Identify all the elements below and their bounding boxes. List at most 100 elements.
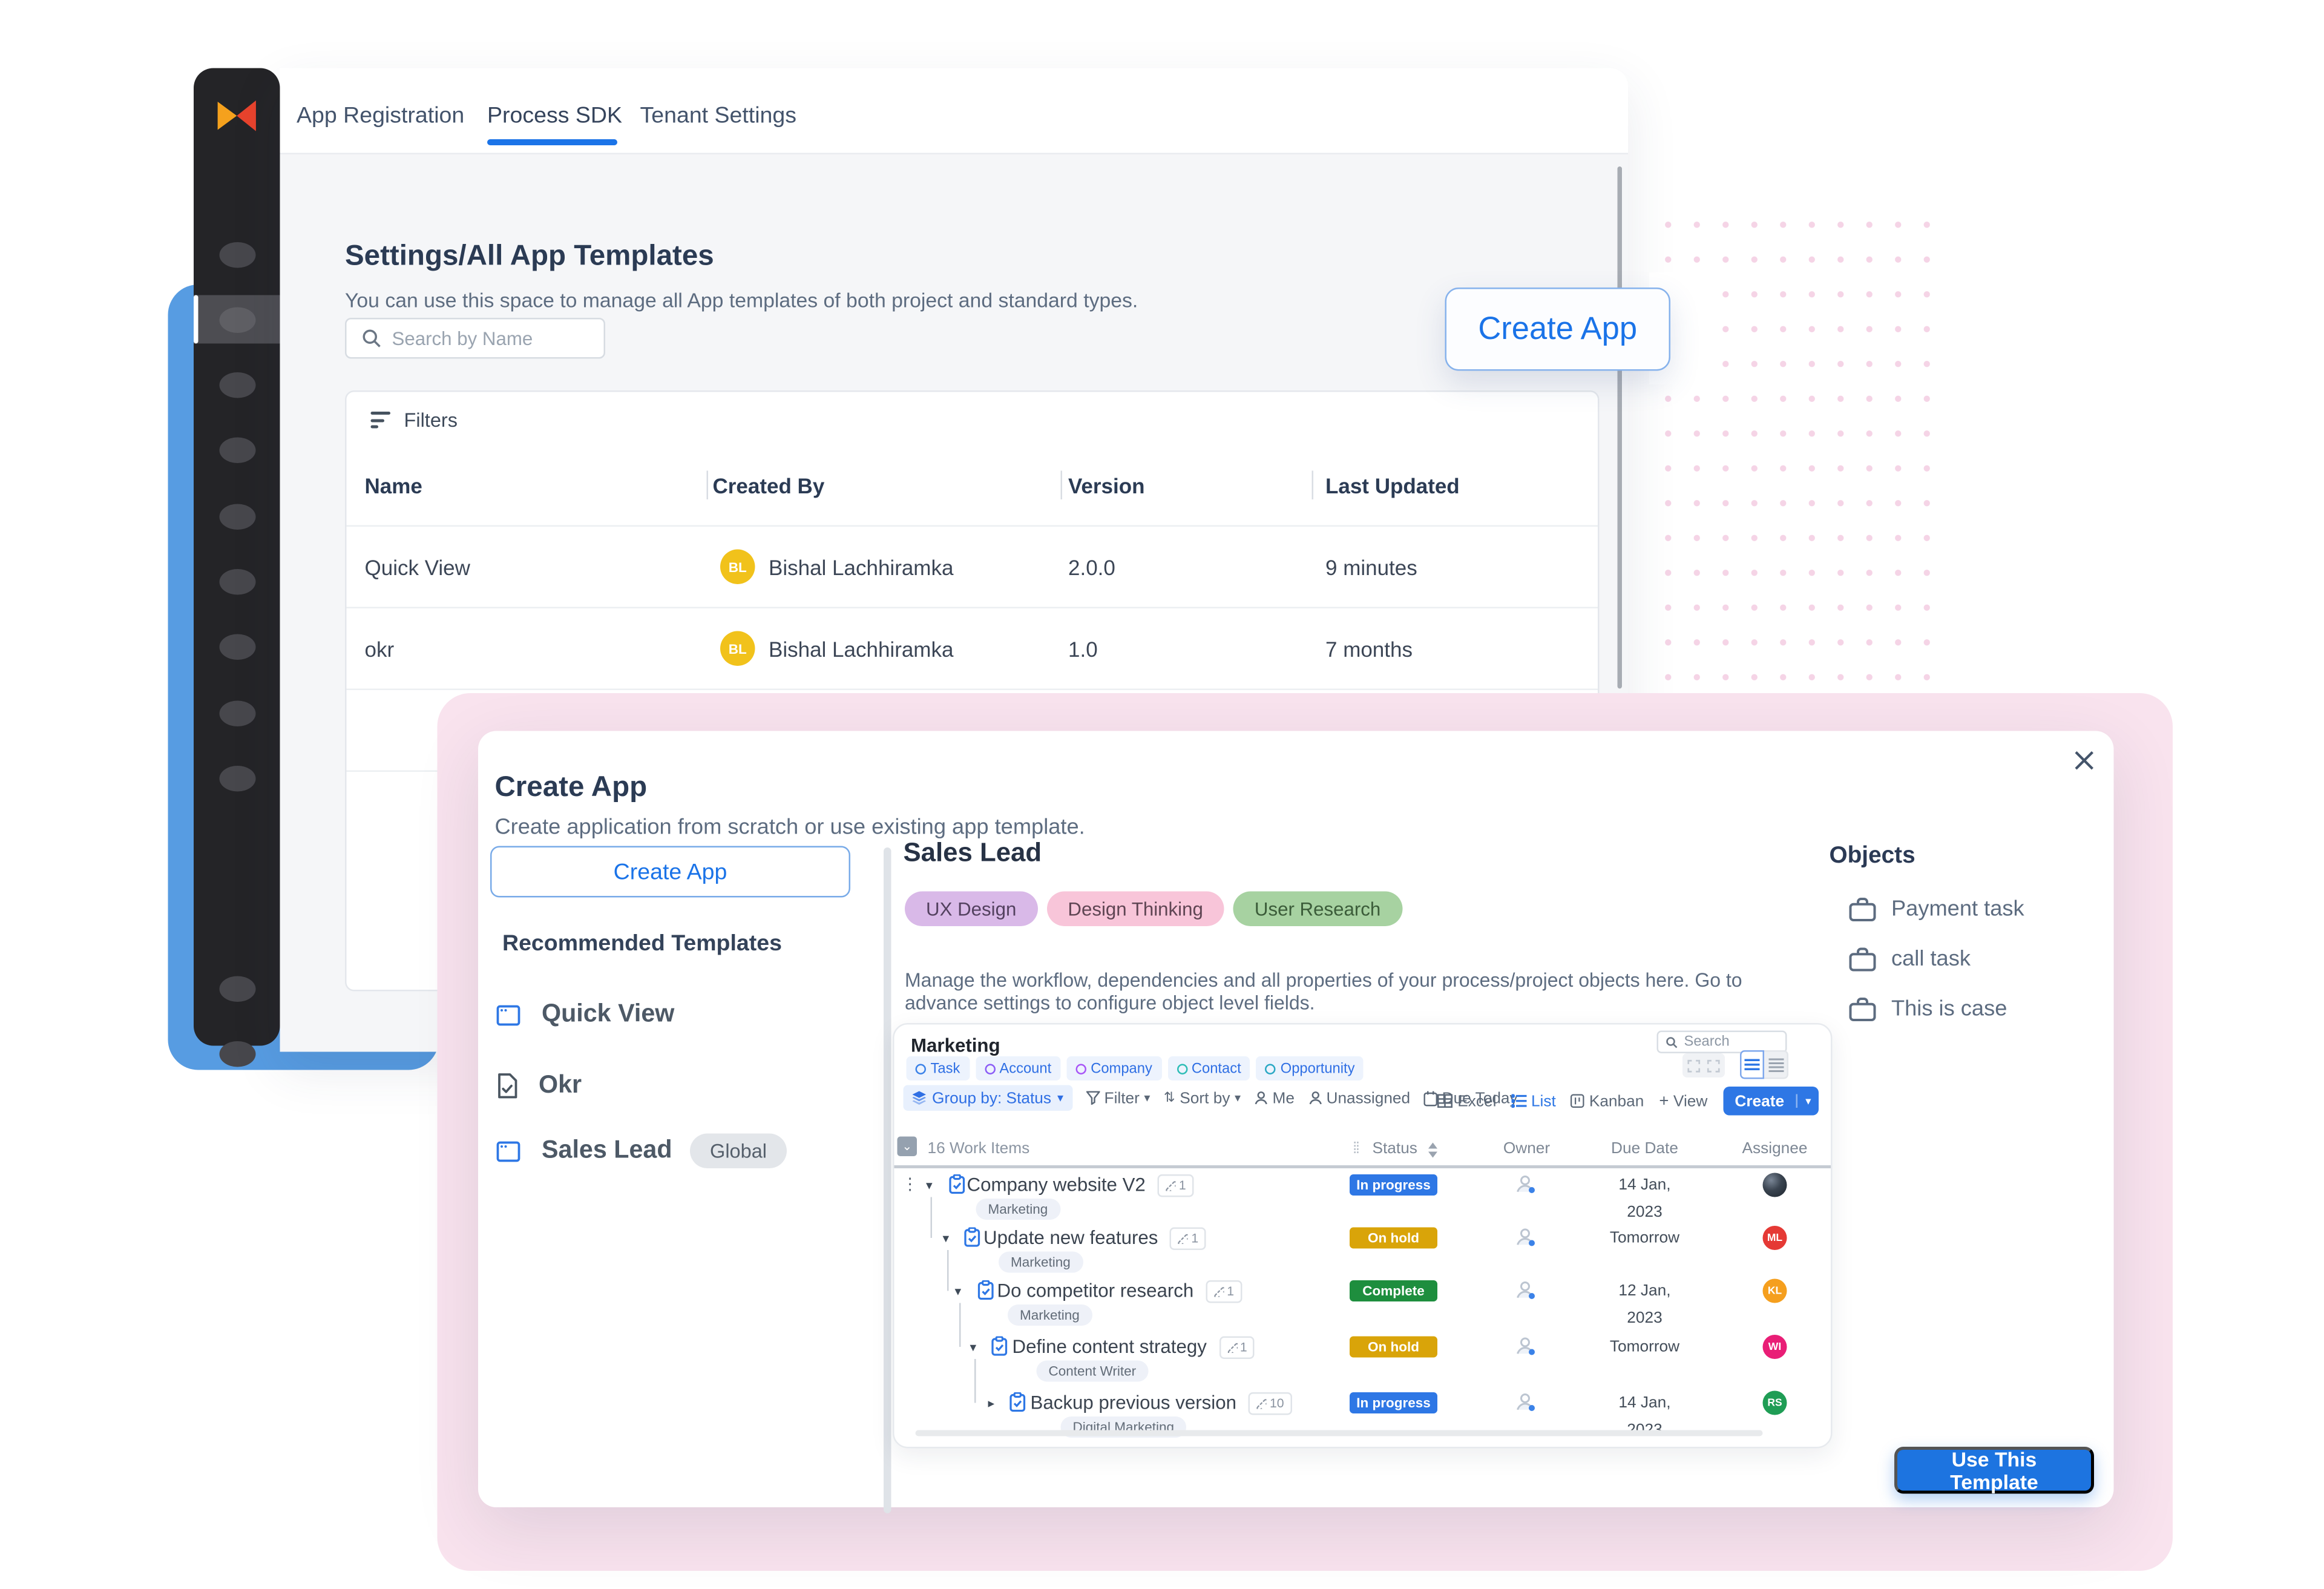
collapse-all-icon [1688,1059,1701,1072]
object-tab-company[interactable]: Company [1066,1056,1161,1081]
sidebar-item-icon[interactable] [219,372,256,398]
chevron-down-icon[interactable]: ▾ [926,1177,933,1193]
assignee-avatar[interactable]: WI [1762,1335,1787,1359]
linked-items-badge[interactable]: 1 [1157,1173,1194,1197]
sidebar-item-icon[interactable] [219,976,256,1002]
owner-icon[interactable] [1515,1173,1538,1203]
status-badge[interactable]: On hold [1350,1336,1437,1358]
work-item-row[interactable]: ⋮ ▾ Company website V2 1 In progress 14 … [894,1171,1831,1222]
use-this-template-button[interactable]: Use This Template [1894,1447,2094,1494]
modal-create-app-button[interactable]: Create App [490,846,850,898]
assignee-avatar[interactable] [1762,1173,1787,1197]
object-tab-contact[interactable]: Contact [1167,1056,1250,1081]
column-last-updated[interactable]: Last Updated [1325,473,1460,498]
chevron-down-icon[interactable]: ▾ [942,1230,950,1246]
chevron-down-icon[interactable]: ▾ [970,1339,977,1355]
object-tab-task[interactable]: Task [906,1056,970,1081]
linked-items-badge[interactable]: 1 [1218,1335,1255,1358]
sidebar-item-icon-active[interactable] [219,307,256,333]
sort-by-button[interactable]: ⇅ Sort by ▾ [1163,1088,1241,1107]
group-by-button[interactable]: Group by: Status ▾ [903,1085,1073,1111]
sidebar-item-icon[interactable] [219,700,256,726]
filter-button[interactable]: Filter ▾ [1086,1089,1150,1107]
status-badge[interactable]: On hold [1350,1227,1437,1249]
task-checkbox-icon[interactable] [1009,1392,1026,1412]
sidebar-item-icon[interactable] [219,569,256,595]
chevron-right-icon[interactable]: ▸ [988,1395,995,1410]
status-badge[interactable]: In progress [1350,1392,1437,1413]
board-create-button[interactable]: Create ▾ [1722,1087,1819,1116]
template-item-okr[interactable]: Okr [496,1071,582,1100]
owner-icon[interactable] [1515,1279,1538,1309]
assignee-avatar[interactable]: RS [1762,1390,1787,1415]
tab-app-registration[interactable]: App Registration [297,103,465,129]
object-tab-opportunity[interactable]: Opportunity [1256,1056,1364,1081]
excel-view-button[interactable]: Excel [1437,1092,1496,1110]
linked-items-badge[interactable]: 1 [1206,1279,1242,1303]
owner-icon[interactable] [1515,1226,1538,1256]
tab-process-sdk[interactable]: Process SDK [487,103,623,129]
expand-collapse-toggles[interactable] [1682,1053,1725,1077]
select-all-checkbox[interactable]: ⌄ [897,1136,917,1156]
task-checkbox-icon[interactable] [991,1336,1008,1357]
column-version[interactable]: Version [1068,473,1145,498]
create-app-button[interactable]: Create App [1445,288,1670,371]
add-view-button[interactable]: + View [1659,1091,1708,1110]
due-today-filter[interactable]: Due Today [1423,1089,1518,1107]
work-item-row[interactable]: ▾ Update new features 1 On hold Tomorrow… [894,1225,1831,1252]
chevron-down-icon[interactable]: ▾ [1796,1094,1819,1108]
filters-button[interactable]: Filters [370,409,458,432]
linked-items-badge[interactable]: 10 [1248,1391,1292,1415]
compact-view-toggle[interactable] [1764,1050,1788,1079]
unassigned-filter[interactable]: Unassigned [1308,1089,1410,1107]
list-lines-icon [1744,1059,1760,1070]
list-view-button[interactable]: List [1511,1092,1556,1110]
owner-icon[interactable] [1515,1391,1538,1421]
object-item-this-is-case[interactable]: This is case [1849,998,2007,1022]
layers-icon [912,1091,926,1105]
task-checkbox-icon[interactable] [964,1227,981,1248]
sidebar-item-icon[interactable] [219,242,256,268]
column-name[interactable]: Name [364,473,422,498]
work-item-row[interactable]: ▾ Do competitor research 1 Complete 12 J… [894,1277,1831,1327]
me-filter[interactable]: Me [1255,1089,1295,1107]
board-search-input[interactable]: Search [1656,1030,1787,1053]
close-icon[interactable] [2067,743,2100,777]
assignee-avatar[interactable]: ML [1762,1226,1787,1250]
object-item-payment-task[interactable]: Payment task [1849,898,2024,922]
status-badge[interactable]: Complete [1350,1280,1437,1301]
owner-icon[interactable] [1515,1335,1538,1365]
task-checkbox-icon[interactable] [977,1280,994,1300]
sidebar-item-icon[interactable] [219,1041,256,1067]
assignee-avatar[interactable]: KL [1762,1278,1787,1303]
sidebar-item-icon[interactable] [219,437,256,463]
kebab-menu-icon[interactable]: ⋮ [902,1176,919,1194]
work-item-row[interactable]: ▾ Define content strategy 1 On hold Tomo… [894,1334,1831,1361]
object-tab-account[interactable]: Account [975,1056,1061,1081]
work-item-title: Backup previous version [1030,1392,1236,1413]
task-checkbox-icon[interactable] [949,1174,966,1194]
column-created-by[interactable]: Created By [712,473,825,498]
column-assignee[interactable]: Assignee [1742,1139,1808,1158]
linked-items-badge[interactable]: 1 [1170,1226,1206,1249]
tab-tenant-settings[interactable]: Tenant Settings [640,103,797,129]
column-owner[interactable]: Owner [1503,1139,1551,1158]
list-view-toggle-active[interactable] [1740,1050,1764,1079]
kanban-view-button[interactable]: Kanban [1571,1092,1644,1110]
status-badge[interactable]: In progress [1350,1174,1437,1196]
horizontal-scrollbar[interactable] [915,1430,1763,1436]
chevron-down-icon[interactable]: ▾ [954,1283,962,1298]
column-due-date[interactable]: Due Date [1611,1139,1678,1158]
sidebar-item-icon[interactable] [219,504,256,530]
search-input[interactable]: Search by Name [345,318,605,359]
object-item-call-task[interactable]: call task [1849,947,1971,972]
sort-arrows-icon[interactable] [1427,1142,1439,1158]
template-item-sales-lead[interactable]: Sales Lead Global [496,1133,787,1168]
sidebar-item-icon[interactable] [219,634,256,660]
template-item-quick-view[interactable]: Quick View [496,1001,674,1030]
work-item-row[interactable]: ▸ Backup previous version 10 In progress… [894,1389,1831,1439]
sidebar-item-icon[interactable] [219,766,256,792]
column-status[interactable]: Status [1372,1139,1417,1158]
window-scrollbar[interactable] [1617,166,1622,689]
window-icon [496,1140,520,1162]
